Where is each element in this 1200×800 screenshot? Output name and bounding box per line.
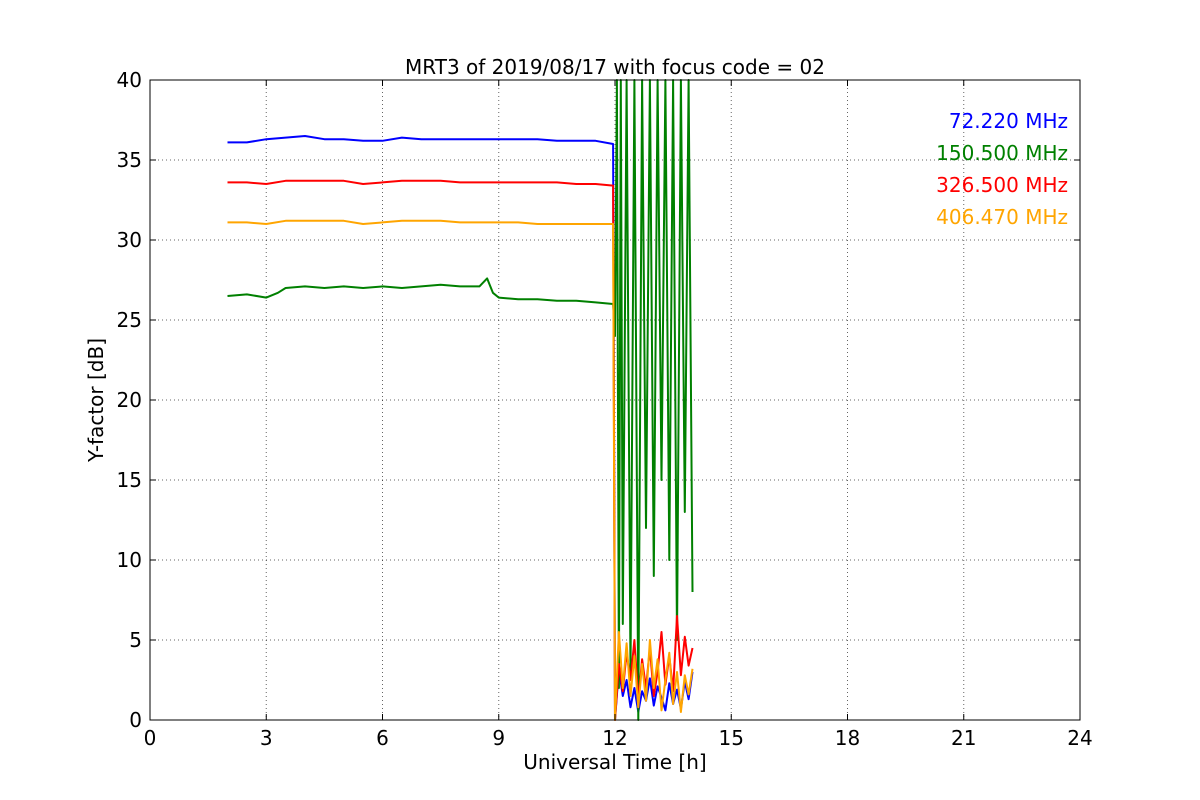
- series-group: [227, 79, 694, 721]
- x-tick-label: 0: [144, 726, 157, 750]
- x-tick-label: 6: [376, 726, 389, 750]
- y-tick-label: 5: [129, 628, 142, 652]
- legend-entry-2: 150.500 MHz: [936, 141, 1068, 165]
- x-tick-label: 3: [260, 726, 273, 750]
- legend-entry-3: 326.500 MHz: [936, 173, 1068, 197]
- y-tick-label: 10: [117, 548, 142, 572]
- legend: 72.220 MHz 150.500 MHz 326.500 MHz 406.470 …: [936, 109, 1068, 229]
- x-tick-label: 24: [1067, 726, 1092, 750]
- y-axis-label: Y-factor [dB]: [84, 338, 108, 463]
- x-tick-label: 15: [719, 726, 744, 750]
- legend-entry-1: 72.220 MHz: [949, 109, 1068, 133]
- x-tick-label: 18: [835, 726, 860, 750]
- legend-entry-4: 406.470 MHz: [936, 205, 1068, 229]
- y-tick-label: 0: [129, 708, 142, 732]
- x-tick-label: 9: [492, 726, 505, 750]
- y-tick-label: 25: [117, 308, 142, 332]
- x-tick-label: 21: [951, 726, 976, 750]
- ticks: 0 3 6 9 12 15 18 21 24 0 5 10 15 20 25 30 35 40: [117, 68, 1093, 750]
- y-tick-label: 20: [117, 388, 142, 412]
- chart-title: MRT3 of 2019/08/17 with focus code = 02: [405, 55, 825, 79]
- y-tick-label: 30: [117, 228, 142, 252]
- y-tick-label: 15: [117, 468, 142, 492]
- x-tick-label: 12: [602, 726, 627, 750]
- x-axis-label: Universal Time [h]: [523, 750, 706, 774]
- y-tick-label: 35: [117, 148, 142, 172]
- y-tick-label: 40: [117, 68, 142, 92]
- series-line-4: [227, 219, 694, 721]
